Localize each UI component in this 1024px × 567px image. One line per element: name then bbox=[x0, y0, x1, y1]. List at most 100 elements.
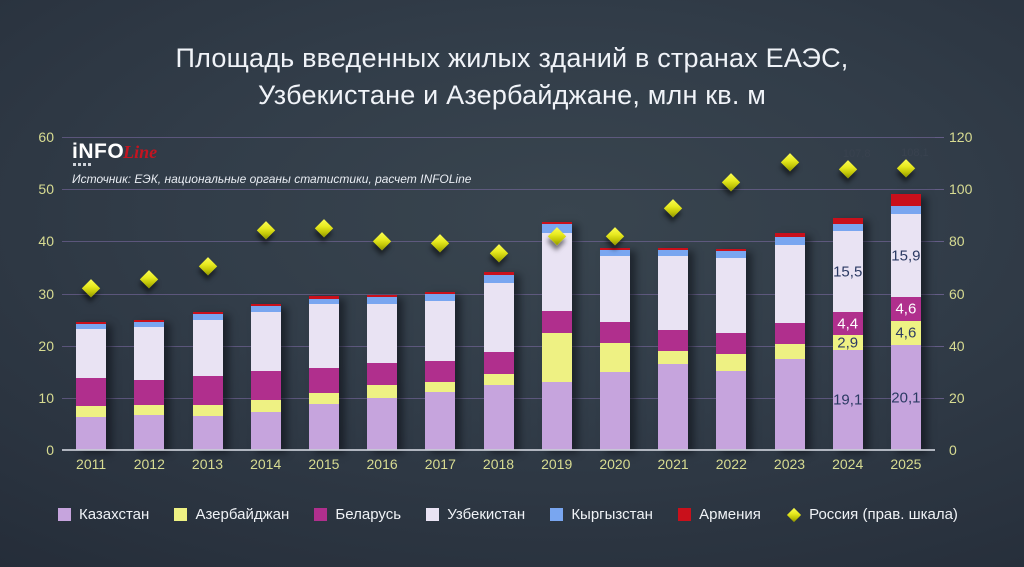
bar-segment-kyrgyzstan-2025 bbox=[890, 205, 921, 215]
bar-2013 bbox=[192, 311, 223, 450]
bar-segment-kyrgyzstan-2012 bbox=[134, 322, 165, 328]
bar-value-label-uzbekistan-2025: 15,9 bbox=[891, 247, 921, 265]
bar-2025 bbox=[890, 194, 921, 450]
bar-segment-armenia-2025 bbox=[890, 194, 921, 206]
bar-segment-armenia-2013 bbox=[192, 311, 223, 315]
bar-segment-uzbekistan-2013 bbox=[192, 319, 223, 377]
bar-2018 bbox=[483, 272, 514, 450]
y-axis-label-right-100: 100 bbox=[949, 181, 973, 198]
bar-segment-uzbekistan-2025 bbox=[890, 214, 921, 298]
legend-swatch-kyrgyzstan bbox=[550, 508, 564, 521]
legend-item-armenia: Армения bbox=[678, 506, 761, 523]
bar-segment-armenia-2021 bbox=[658, 248, 689, 251]
russia-marker-2025 bbox=[897, 159, 915, 177]
chart-legend: Казахстан Азербайджан Беларусь Узбекистан Кы… bbox=[58, 506, 958, 523]
bar-2023 bbox=[774, 233, 805, 450]
legend-swatch-armenia bbox=[678, 508, 692, 521]
x-axis-label-2021: 2021 bbox=[657, 456, 689, 472]
y-axis-label-right-80: 80 bbox=[949, 233, 965, 250]
bar-segment-azerbaijan-2011 bbox=[76, 406, 107, 417]
bar-2015 bbox=[308, 296, 339, 450]
x-axis-label-2014: 2014 bbox=[250, 456, 282, 472]
bar-segment-kazakhstan-2022 bbox=[716, 370, 747, 450]
bar-segment-azerbaijan-2019 bbox=[541, 332, 572, 383]
y-axis-label-left-0: 0 bbox=[46, 442, 54, 458]
bar-segment-azerbaijan-2025 bbox=[890, 321, 921, 346]
bar-segment-kyrgyzstan-2017 bbox=[425, 293, 456, 302]
bar-segment-uzbekistan-2015 bbox=[308, 304, 339, 369]
right-tick-mark-20 bbox=[935, 397, 944, 399]
bar-segment-belarus-2015 bbox=[308, 368, 339, 394]
x-axis-label-2022: 2022 bbox=[715, 456, 747, 472]
bar-segment-kazakhstan-2015 bbox=[308, 404, 339, 450]
legend-label-russia: Россия (прав. шкала) bbox=[809, 506, 958, 523]
bar-value-label-kazakhstan-2024: 19,1 bbox=[833, 391, 863, 409]
bar-2021 bbox=[658, 248, 689, 450]
bar-segment-uzbekistan-2024 bbox=[832, 231, 863, 313]
bar-segment-kyrgyzstan-2023 bbox=[774, 236, 805, 245]
bar-value-label-kazakhstan-2025: 20,1 bbox=[891, 389, 921, 407]
x-axis-label-2017: 2017 bbox=[424, 456, 456, 472]
bar-segment-kyrgyzstan-2022 bbox=[716, 251, 747, 259]
bar-segment-azerbaijan-2016 bbox=[367, 385, 398, 398]
bar-segment-belarus-2018 bbox=[483, 352, 514, 374]
legend-swatch-azerbaijan bbox=[174, 508, 188, 521]
right-tick-mark-120 bbox=[935, 137, 944, 138]
legend-item-kyrgyzstan: Кыргызстан bbox=[550, 506, 653, 523]
russia-marker-2017 bbox=[431, 234, 450, 253]
bar-2020 bbox=[599, 248, 630, 450]
bar-segment-belarus-2023 bbox=[774, 322, 805, 345]
x-axis-label-2015: 2015 bbox=[308, 456, 340, 472]
legend-swatch-belarus bbox=[314, 508, 328, 521]
legend-label-belarus: Беларусь bbox=[335, 506, 402, 523]
logo-text-line: Line bbox=[123, 142, 158, 162]
logo-text-info: iNFO bbox=[72, 140, 125, 163]
bar-segment-armenia-2017 bbox=[425, 291, 456, 294]
y-axis-label-right-20: 20 bbox=[949, 389, 965, 406]
bar-segment-belarus-2024 bbox=[832, 312, 863, 336]
bar-segment-azerbaijan-2021 bbox=[658, 351, 689, 364]
bar-segment-armenia-2018 bbox=[483, 272, 514, 275]
y-axis-label-left-60: 60 bbox=[38, 129, 54, 145]
x-axis-label-2012: 2012 bbox=[133, 456, 165, 472]
bar-segment-uzbekistan-2022 bbox=[716, 258, 747, 334]
chart-area: iNFOLine Источник: ЕЭК, национальные орг… bbox=[38, 129, 972, 472]
bar-segment-kyrgyzstan-2018 bbox=[483, 274, 514, 283]
y-axis-label-right-60: 60 bbox=[949, 285, 965, 302]
infoline-logo: iNFOLine bbox=[72, 140, 157, 164]
bar-segment-belarus-2019 bbox=[541, 311, 572, 333]
bar-segment-azerbaijan-2023 bbox=[774, 344, 805, 360]
bar-segment-belarus-2025 bbox=[890, 297, 921, 322]
legend-label-armenia: Армения bbox=[699, 506, 761, 523]
bar-segment-azerbaijan-2022 bbox=[716, 354, 747, 371]
x-axis-label-2019: 2019 bbox=[541, 456, 573, 472]
x-axis-baseline bbox=[62, 449, 935, 451]
bar-segment-kazakhstan-2019 bbox=[541, 382, 572, 450]
y-axis-label-left-40: 40 bbox=[38, 233, 54, 250]
bar-segment-azerbaijan-2024 bbox=[832, 335, 863, 351]
russia-marker-2016 bbox=[373, 231, 391, 250]
bar-segment-armenia-2011 bbox=[76, 321, 107, 325]
bar-segment-belarus-2012 bbox=[134, 380, 165, 406]
bar-2012 bbox=[134, 319, 165, 450]
bar-segment-uzbekistan-2017 bbox=[425, 301, 456, 362]
x-axis-label-2016: 2016 bbox=[366, 456, 398, 472]
bar-segment-uzbekistan-2023 bbox=[774, 245, 805, 323]
legend-item-azerbaijan: Азербайджан bbox=[174, 506, 289, 523]
bar-segment-uzbekistan-2012 bbox=[134, 327, 165, 381]
bar-segment-azerbaijan-2018 bbox=[483, 373, 514, 385]
bar-segment-azerbaijan-2015 bbox=[308, 393, 339, 405]
russia-marker-2018 bbox=[489, 243, 508, 262]
bar-segment-kyrgyzstan-2013 bbox=[192, 314, 223, 320]
y-axis-label-right-0: 0 bbox=[949, 442, 957, 458]
page-title: Площадь введенных жилых зданий в странах… bbox=[0, 40, 1024, 114]
bar-segment-kazakhstan-2021 bbox=[658, 363, 689, 450]
bar-2024 bbox=[832, 218, 863, 450]
y-axis-label-right-40: 40 bbox=[949, 337, 965, 354]
right-tick-mark-100 bbox=[935, 189, 944, 191]
russia-marker-label-2025: 108,1 bbox=[901, 147, 929, 160]
bar-segment-kyrgyzstan-2020 bbox=[599, 250, 630, 257]
bar-segment-kyrgyzstan-2014 bbox=[250, 305, 281, 312]
x-axis-label-2013: 2013 bbox=[191, 456, 224, 472]
bar-value-label-azerbaijan-2024: 2,9 bbox=[837, 334, 859, 352]
